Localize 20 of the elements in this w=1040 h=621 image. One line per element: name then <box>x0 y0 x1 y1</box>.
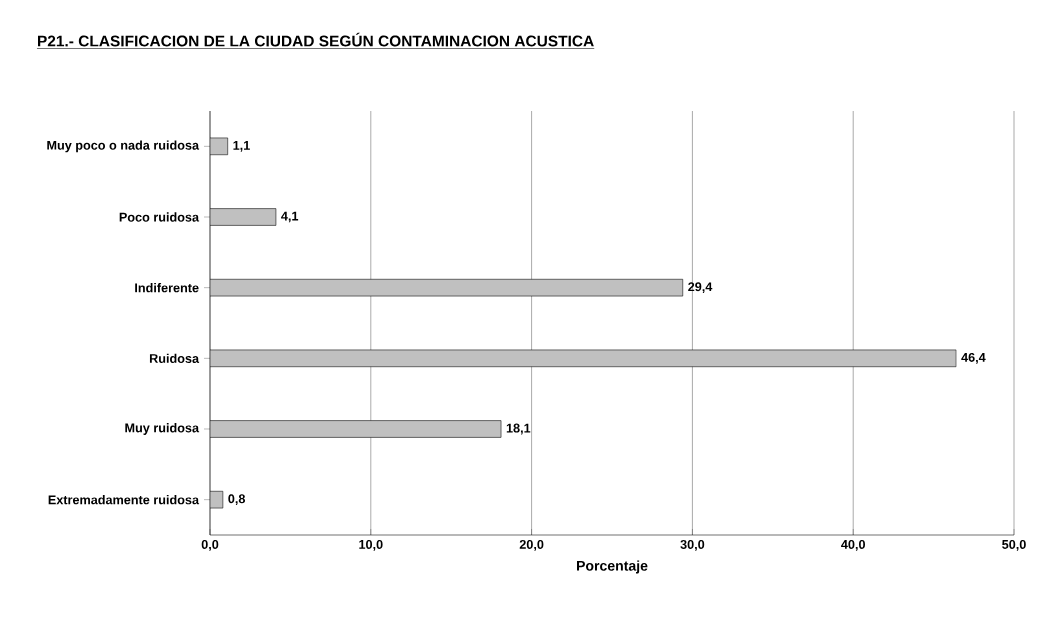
y-tick-label: Indiferente <box>135 283 199 293</box>
data-label: 0,8 <box>228 494 246 506</box>
data-label: 1,1 <box>233 141 250 152</box>
data-label: 18,1 <box>506 423 531 435</box>
y-tick-label: Muy ruidosa <box>125 423 200 435</box>
x-tick-label: 50,0 <box>1002 539 1026 551</box>
y-tick-label: Muy poco o nada ruidosa <box>47 140 200 153</box>
x-tick-label: 0,0 <box>201 539 219 551</box>
x-tick-label: 20,0 <box>519 539 544 551</box>
x-tick-label: 10,0 <box>359 539 383 551</box>
y-tick-label: Ruidosa <box>149 353 200 363</box>
x-axis-title: Porcentaje <box>577 560 648 574</box>
data-label: 46,4 <box>961 352 986 364</box>
x-tick-label: 30,0 <box>680 539 705 551</box>
y-tick-label: Poco ruidosa <box>119 212 200 222</box>
data-label: 4,1 <box>281 211 299 223</box>
chart-title: P21.- CLASIFICACION DE LA CIUDAD SEGÚN CONTAMINACION ACUSTICA <box>38 32 594 47</box>
x-tick-label: 40,0 <box>841 539 865 551</box>
data-label: 29,4 <box>688 282 713 294</box>
y-tick-label: Extremadamente ruidosa <box>48 495 200 505</box>
